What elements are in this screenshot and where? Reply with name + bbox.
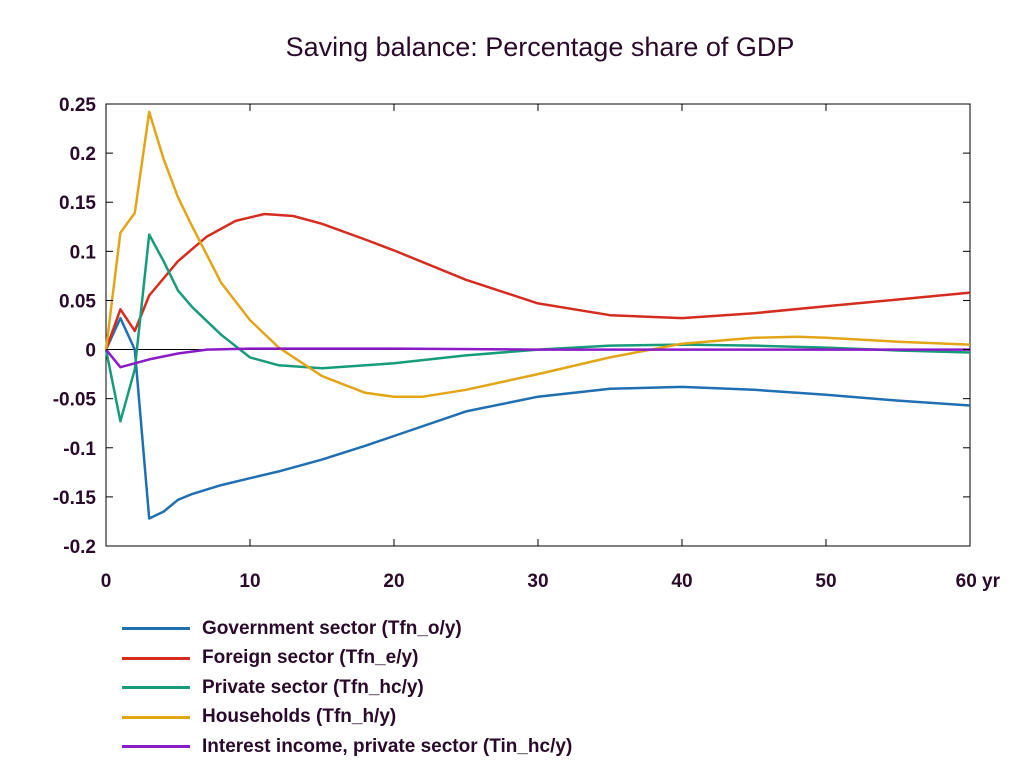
chart-title: Saving balance: Percentage share of GDP [285, 32, 795, 62]
legend-swatch [122, 686, 190, 690]
legend-swatch [122, 656, 190, 660]
legend-item: Interest income, private sector (Tin_hc/… [122, 732, 572, 762]
y-tick-label: -0.05 [53, 390, 97, 411]
series-line-1 [104, 316, 971, 520]
legend-swatch [122, 627, 190, 631]
line-chart: 0.250.20.150.10.050-0.05-0.1-0.15-0.20 10… [53, 95, 1001, 592]
legend-item: Households (Tfn_h/y) [122, 703, 572, 733]
legend-swatch [122, 745, 190, 749]
y-tick-label: 0.05 [59, 291, 96, 312]
legend-label: Foreign sector (Tfn_e/y) [202, 647, 419, 669]
series-line-2 [104, 212, 971, 351]
y-tick-label: 0.1 [70, 242, 97, 263]
series-line-3 [104, 233, 971, 423]
legend-label: Households (Tfn_h/y) [202, 706, 397, 728]
legend-label: Government sector (Tfn_o/y) [202, 617, 462, 639]
y-tick-label: -0.15 [53, 488, 97, 509]
x-tick-label: 40 [671, 571, 692, 592]
legend-label: Interest income, private sector (Tin_hc/… [202, 735, 573, 757]
series-line-4 [104, 110, 971, 398]
y-tick-label: 0.15 [59, 193, 96, 214]
tick-layer: 0.250.20.150.10.050-0.05-0.1-0.15-0.20 10… [53, 95, 1001, 592]
legend-item: Foreign sector (Tfn_e/y) [122, 644, 572, 674]
legend: Government sector (Tfn_o/y) Foreign secto… [122, 614, 572, 762]
x-tick-label: 50 [815, 571, 836, 592]
series-line-5 [105, 347, 970, 369]
y-tick-label: -0.1 [63, 439, 96, 460]
x-tick-label: 10 [239, 571, 260, 592]
y-tick-label: 0.2 [70, 144, 96, 165]
x-tick-label: 0 [101, 571, 112, 592]
legend-swatch [122, 715, 190, 719]
x-tick-label: 20 [383, 571, 404, 592]
x-tick-label: 30 [527, 571, 548, 592]
y-tick-label: -0.2 [63, 537, 96, 558]
axes [105, 103, 971, 547]
legend-item: Private sector (Tfn_hc/y) [122, 673, 572, 703]
y-tick-label: 0.25 [59, 95, 96, 116]
plot-frame [105, 103, 971, 547]
legend-item: Government sector (Tfn_o/y) [122, 614, 572, 644]
legend-label: Private sector (Tfn_hc/y) [202, 676, 424, 698]
x-tick-label: 60 yr [956, 571, 1001, 592]
series-layer [104, 110, 971, 520]
y-tick-label: 0 [85, 341, 96, 362]
